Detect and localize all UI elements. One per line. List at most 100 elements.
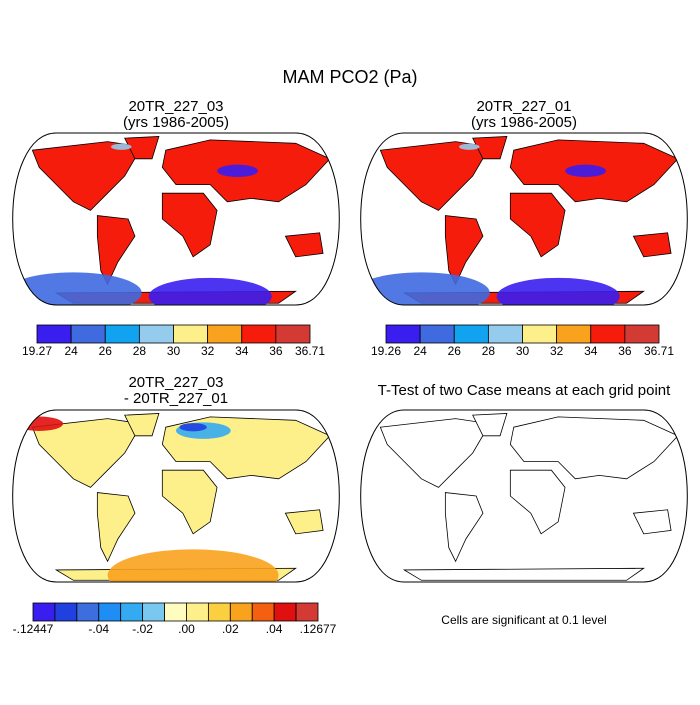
colorbar-label: .00 (178, 622, 195, 636)
colorbar-box (453, 324, 489, 344)
colorbar-label: 32 (201, 344, 215, 358)
colorbar-label: 36.71 (295, 344, 325, 358)
colorbar-box (295, 602, 319, 622)
land-africa (509, 469, 566, 535)
data-patch (148, 277, 272, 305)
colorbar-box (556, 324, 592, 344)
colorbar-box (164, 602, 187, 622)
colorbar-box (590, 324, 626, 344)
map (360, 410, 688, 582)
land-samerica (444, 492, 484, 563)
land-africa (509, 192, 566, 258)
colorbar-box (120, 602, 144, 622)
colorbar-label: 28 (482, 344, 496, 358)
map (360, 133, 688, 305)
colorbar-box (207, 324, 243, 344)
colorbar-box (186, 602, 209, 622)
land-samerica (444, 215, 484, 286)
data-patch (107, 549, 279, 582)
land-africa (161, 469, 218, 535)
land-greenland (124, 413, 160, 437)
colorbar-box (522, 324, 558, 344)
colorbar-box (138, 324, 174, 344)
colorbar-box (36, 324, 72, 344)
panel-subtitle: (yrs 1986-2005) (471, 114, 577, 131)
colorbar-label: .04 (266, 622, 283, 636)
land-australia (284, 232, 324, 258)
land-africa (161, 192, 218, 258)
panel-subtitle: (yrs 1986-2005) (123, 114, 229, 131)
data-patch (360, 272, 490, 305)
map-border (12, 132, 340, 306)
land-australia (632, 232, 672, 258)
map-border (360, 132, 688, 306)
colorbar-box (275, 324, 311, 344)
colorbar-label: 34 (235, 344, 249, 358)
colorbar-box (624, 324, 660, 344)
colorbar-label: 24 (64, 344, 78, 358)
colorbar-label: 36 (618, 344, 632, 358)
map-border (12, 409, 340, 583)
data-patch (217, 164, 259, 178)
land-greenland (472, 136, 508, 160)
colorbar-box (251, 602, 275, 622)
panel-title: T-Test of two Case means at each grid po… (378, 382, 671, 399)
land-antarctica (402, 567, 645, 581)
data-patch (459, 143, 480, 150)
land-namerica (31, 418, 143, 488)
data-patch (496, 277, 620, 305)
colorbar-box (207, 602, 231, 622)
colorbar-label: 28 (133, 344, 147, 358)
colorbar-label: 24 (413, 344, 427, 358)
land-namerica (379, 418, 491, 488)
data-patch (12, 272, 142, 305)
colorbar-box (241, 324, 277, 344)
land-australia (632, 509, 672, 535)
data-patch (15, 416, 64, 431)
land-eurasia (509, 416, 679, 480)
panel-title: 20TR_227_03 (128, 98, 223, 115)
figure-title: MAM PCO2 (Pa) (282, 67, 417, 87)
colorbar-box (487, 324, 523, 344)
panel-title: 20TR_227_03 (128, 374, 223, 391)
panel-note: Cells are significant at 0.1 level (441, 613, 606, 627)
colorbar-box (98, 602, 122, 622)
colorbar-box (104, 324, 140, 344)
land-australia (284, 509, 324, 535)
colorbar-box (173, 324, 209, 344)
panel-title: 20TR_227_01 (476, 98, 571, 115)
land-samerica (96, 215, 136, 286)
map (12, 133, 340, 305)
colorbar-label: .12677 (300, 622, 337, 636)
map (12, 410, 340, 582)
colorbar-box (54, 602, 78, 622)
colorbar-label: -.04 (88, 622, 109, 636)
colorbar-label: 36.71 (644, 344, 674, 358)
colorbar-label: 32 (550, 344, 564, 358)
colorbar-box (385, 324, 421, 344)
colorbar-box (273, 602, 297, 622)
panel-subtitle: - 20TR_227_01 (124, 390, 228, 407)
colorbar-label: -.12447 (13, 622, 54, 636)
colorbar-box (419, 324, 455, 344)
colorbar-box (32, 602, 56, 622)
colorbar-box (76, 602, 100, 622)
colorbar-box (142, 602, 165, 622)
data-patch (179, 423, 207, 432)
colorbar-label: .02 (222, 622, 239, 636)
colorbar-label: 19.26 (371, 344, 401, 358)
land-greenland (472, 413, 508, 437)
data-patch (565, 164, 607, 178)
colorbar-label: 26 (448, 344, 462, 358)
colorbar-label: -.02 (132, 622, 153, 636)
colorbar-label: 26 (99, 344, 113, 358)
colorbar-label: 36 (269, 344, 283, 358)
colorbar-label: 19.27 (22, 344, 52, 358)
colorbar-box (229, 602, 253, 622)
map-border (360, 409, 688, 583)
land-samerica (96, 492, 136, 563)
data-patch (111, 143, 132, 150)
colorbar-label: 30 (516, 344, 530, 358)
colorbar-label: 30 (167, 344, 181, 358)
